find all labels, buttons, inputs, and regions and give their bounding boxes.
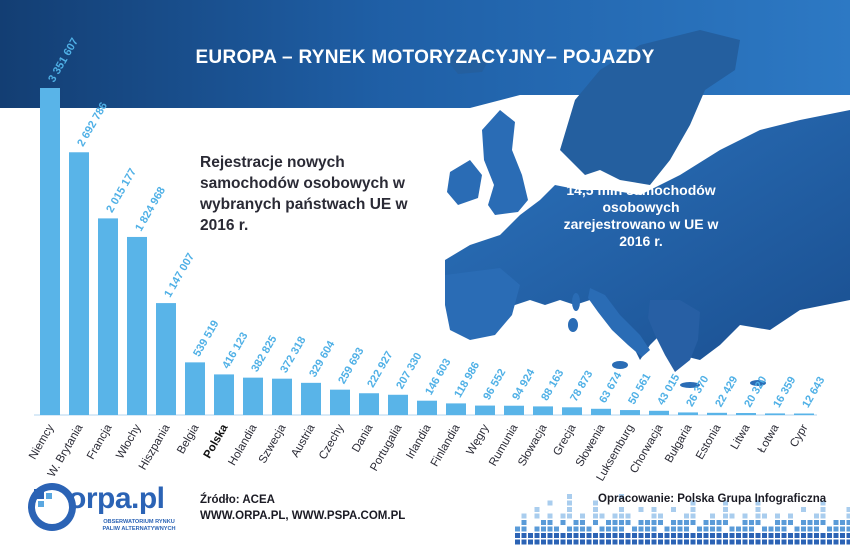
orpa-logo-icon [28, 483, 76, 531]
logo-tagline: OBSERWATORIUM RYNKU PALIW ALTERNATYWNYCH [95, 519, 183, 532]
category-label-4: Włochy [114, 422, 143, 461]
data-label-27: 12 643 [800, 375, 827, 410]
data-label-4: 1 824 968 [133, 185, 168, 233]
data-label-20: 63 674 [597, 369, 625, 405]
data-label-17: 94 924 [510, 366, 538, 402]
category-label-26: Łotwa [756, 422, 782, 455]
data-label-7: 416 123 [220, 330, 250, 370]
data-label-9: 372 318 [278, 335, 308, 375]
category-label-24: Estonia [694, 422, 724, 462]
data-label-8: 382 825 [249, 334, 279, 374]
bar-11 [330, 389, 350, 415]
bar-7 [214, 374, 234, 415]
chart-subtitle: Rejestracje nowych samochodów osobowych … [200, 154, 408, 234]
data-label-26: 16 359 [771, 375, 798, 410]
category-label-9: Szwecja [257, 422, 289, 466]
bar-12 [359, 393, 379, 415]
category-label-11: Czechy [317, 422, 347, 461]
category-label-10: Austria [289, 422, 318, 460]
data-label-23: 26 370 [684, 374, 711, 409]
bar-18 [533, 406, 553, 415]
bar-21 [620, 410, 640, 415]
bar-10 [301, 382, 321, 415]
data-label-15: 118 986 [452, 360, 482, 400]
bar-6 [185, 362, 205, 415]
category-label-14: Irlandia [404, 422, 434, 461]
category-label-6: Belgia [175, 422, 202, 456]
source-links[interactable]: WWW.ORPA.PL, WWW.PSPA.COM.PL [200, 510, 406, 522]
logo-wordmark[interactable]: orpa.pl [68, 482, 165, 515]
data-label-12: 222 927 [365, 349, 395, 389]
bar-15 [446, 403, 466, 415]
data-label-11: 259 693 [336, 346, 366, 386]
category-label-3: Francja [85, 422, 115, 462]
map-note: 14,5 mln samochodów osobowych zarejestro… [563, 182, 719, 249]
data-label-22: 43 015 [655, 372, 682, 407]
category-label-1: Niemcy [27, 422, 57, 461]
bar-1 [40, 88, 60, 415]
category-label-8: Holandia [227, 422, 260, 468]
bar-14 [417, 400, 437, 415]
source-line: Źródło: ACEA [200, 494, 275, 506]
data-label-18: 88 163 [539, 368, 566, 403]
data-label-16: 96 552 [481, 367, 508, 402]
data-label-3: 2 015 177 [104, 167, 139, 215]
data-label-19: 78 873 [568, 369, 595, 404]
data-label-25: 20 320 [742, 374, 769, 409]
category-label-12: Dania [350, 422, 376, 455]
bar-13 [388, 394, 408, 415]
data-label-6: 539 519 [191, 318, 221, 358]
bar-9 [272, 378, 292, 415]
europe-map [445, 30, 850, 388]
data-label-5: 1 147 007 [162, 251, 197, 299]
source-block: Źródło: ACEA WWW.ORPA.PL, WWW.PSPA.COM.P… [200, 492, 405, 524]
category-label-19: Grecja [551, 422, 579, 458]
bar-27 [794, 413, 814, 415]
credit-line: Opracowanie: Polska Grupa Infograficzna [598, 493, 827, 505]
bar-22 [649, 410, 669, 415]
category-label-18: Słowacja [516, 422, 550, 468]
bar-3 [98, 218, 118, 415]
bar-17 [504, 405, 524, 415]
category-label-7: Polska [202, 422, 231, 461]
category-label-23: Bułgaria [663, 422, 695, 465]
decorative-pixel-pattern [515, 494, 850, 545]
data-label-24: 22 429 [713, 374, 740, 409]
data-label-13: 207 330 [394, 351, 424, 391]
logo-tagline-line1: OBSERWATORIUM RYNKU [103, 519, 175, 525]
bar-4 [127, 236, 147, 415]
bar-5 [156, 303, 176, 415]
bar-16 [475, 405, 495, 415]
category-label-15: Finlandia [429, 422, 463, 469]
bar-26 [765, 413, 785, 415]
bar-8 [243, 377, 263, 415]
category-label-25: Litwa [729, 422, 753, 452]
category-label-27: Cypr [788, 422, 811, 449]
bar-25 [736, 413, 756, 415]
bar-23 [678, 412, 698, 415]
data-label-14: 146 603 [423, 357, 453, 397]
bar-20 [591, 408, 611, 415]
data-label-10: 329 604 [307, 338, 338, 379]
bar-24 [707, 412, 727, 415]
bar-19 [562, 407, 582, 415]
bar-2 [69, 152, 89, 416]
logo-tagline-line2: PALIW ALTERNATYWNYCH [102, 525, 176, 532]
category-label-16: Węgry [465, 422, 492, 457]
data-label-21: 50 561 [626, 371, 653, 406]
page-title: EUROPA – RYNEK MOTORYZACYJNY– POJAZDY [195, 47, 655, 68]
